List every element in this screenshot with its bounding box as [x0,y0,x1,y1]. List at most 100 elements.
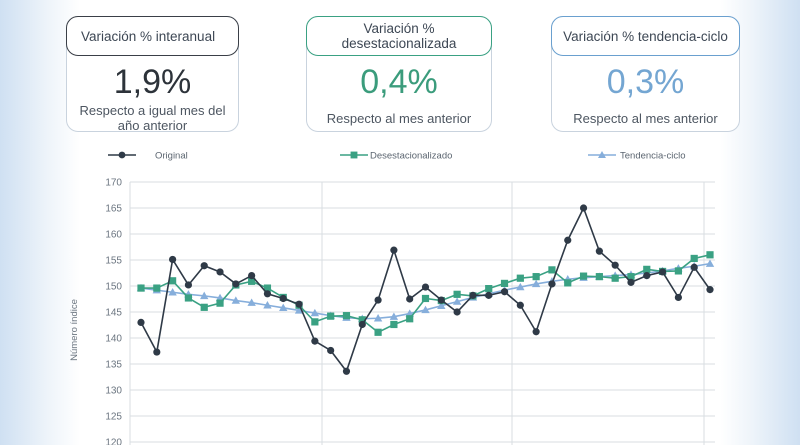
data-point [579,204,588,212]
card-subtitle: Respecto al mes anterior [326,111,472,126]
card-variacion-interanual: Variación % interanual 1,9% Respecto a i… [66,16,239,133]
data-point [611,261,619,269]
data-point [516,274,524,282]
data-point [627,273,635,281]
data-point [248,277,256,285]
data-point [342,367,351,375]
card-title: Variación % tendencia-ciclo [551,16,740,56]
card-value: 0,3% [606,63,685,101]
data-point [437,296,445,304]
legend-marker [118,151,126,159]
data-point [153,348,161,356]
data-point [579,272,588,280]
data-point [279,303,288,312]
card-variacion-desestacionalizada: Variación % desestacionalizada 0,4% Resp… [306,16,492,132]
y-tick-label-140: 140 [105,334,122,345]
data-point [469,291,477,299]
data-point [485,291,493,299]
data-point [215,293,225,302]
data-point [295,300,303,308]
legend-marker [350,151,358,159]
data-point [595,273,603,281]
legend-label: Tendencia-ciclo [620,151,685,162]
y-tick-label-130: 130 [105,386,122,397]
chart-legend: Original Desestacionalizado Tendencia-cicl… [108,151,685,162]
data-point [705,259,715,267]
legend-label: Original [155,151,188,162]
data-point [216,299,224,307]
series-square [137,251,714,336]
y-tick-label-120: 120 [105,438,122,445]
line-chart: Original Desestacionalizado Tendencia-cicl… [69,151,715,445]
data-point [168,288,177,296]
card-value: 0,4% [360,63,438,101]
data-point [674,267,682,275]
data-point [248,272,256,280]
card-subtitle: Respecto a igual mes del año anterior [79,103,226,133]
data-point [674,293,682,302]
data-point [137,318,145,326]
data-point [169,255,177,264]
data-point [548,266,556,274]
data-point [532,328,540,336]
data-point [247,298,256,306]
series-circle [137,204,714,375]
data-point [595,247,603,255]
data-point [611,274,619,282]
data-point [231,296,241,304]
data-point [690,254,698,263]
y-tick-label-170: 170 [105,178,122,189]
data-point [200,303,208,311]
data-point [643,272,651,280]
data-point [485,285,493,293]
data-point [564,236,572,244]
data-point [500,279,509,287]
data-point [263,284,272,292]
data-point [311,318,319,326]
data-point [374,328,382,336]
data-point [437,301,446,309]
y-tick-label-135: 135 [105,360,122,371]
data-point [532,273,540,281]
data-point [643,265,651,273]
data-point [310,308,320,317]
legend-marker [598,151,606,159]
data-point [421,294,430,303]
data-point [184,294,193,302]
card-title: Variación % interanual [66,16,239,56]
data-point [153,284,161,292]
data-point [184,281,193,289]
data-point [706,251,714,259]
data-point [531,279,541,288]
y-tick-label-155: 155 [105,256,122,267]
data-point [500,288,509,296]
data-point [452,297,462,305]
data-point [294,306,304,314]
data-point [389,312,399,320]
card-title: Variación % desestacionalizada [306,16,492,56]
data-point [374,296,382,304]
y-tick-label-160: 160 [105,230,122,241]
series-triangle [136,259,715,322]
data-point [421,283,430,291]
data-point [200,262,208,270]
card-variacion-tendencia-ciclo: Variación % tendencia-ciclo 0,3% Respect… [551,16,740,132]
data-point [390,320,398,329]
data-point [564,279,572,287]
data-point [406,295,414,303]
legend-item-circle: Original [108,151,188,162]
data-point [373,314,383,322]
card-value: 1,9% [113,63,192,101]
data-point [690,263,698,271]
data-point [200,291,209,300]
data-point [263,301,272,309]
chart-grid [129,181,715,445]
data-point [279,294,287,303]
card-subtitle: Respecto al mes anterior [573,111,718,126]
chart-plot-area [136,204,715,375]
data-point [548,280,556,288]
data-point [263,290,272,298]
data-point [453,308,461,316]
series-line-square [141,254,711,334]
data-point [516,301,524,309]
